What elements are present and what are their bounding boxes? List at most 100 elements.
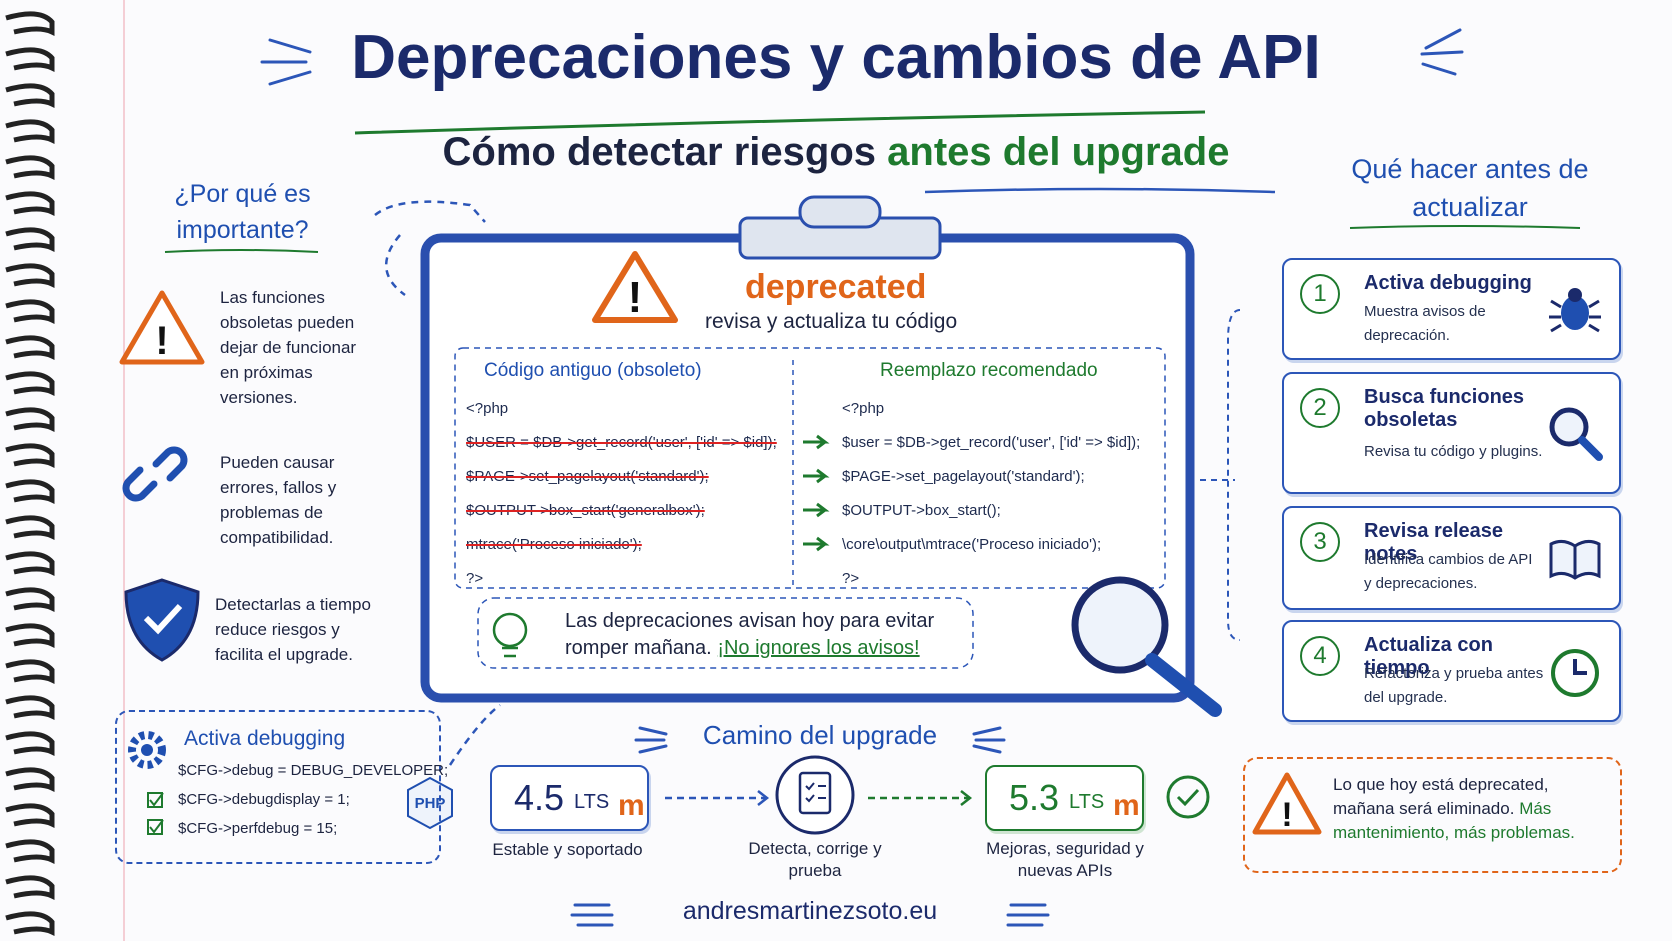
step-title: Actualiza con tiempo bbox=[1364, 634, 1493, 679]
old-code-line: $USER = $DB->get_record('user', ['id' =>… bbox=[466, 434, 777, 451]
decoration bbox=[141, 744, 153, 756]
step-text: Identifica cambios de API y deprecacione… bbox=[1364, 551, 1533, 592]
decoration bbox=[407, 776, 453, 830]
steps-heading: Qué hacer antes de actualizar bbox=[1351, 154, 1589, 222]
decoration: ! bbox=[628, 273, 643, 322]
decoration bbox=[502, 646, 518, 658]
old-code-line: <?php bbox=[466, 400, 509, 417]
decoration bbox=[374, 200, 486, 297]
spiral-ring bbox=[5, 767, 55, 793]
step-title: Activa debugging bbox=[1364, 272, 1532, 294]
decoration bbox=[143, 603, 183, 635]
footer: andresmartinezsoto.eu bbox=[682, 897, 938, 925]
spiral-ring bbox=[5, 83, 55, 109]
old-code-line: $PAGE->set_pagelayout('standard'); bbox=[466, 468, 709, 485]
decoration bbox=[803, 434, 830, 450]
spiral-ring bbox=[5, 911, 55, 937]
decoration bbox=[477, 597, 974, 669]
decoration bbox=[960, 790, 973, 806]
tip: Las deprecaciones avisan hoy para evitar… bbox=[565, 608, 965, 662]
decoration bbox=[260, 38, 312, 86]
step-number: 4 bbox=[1300, 636, 1340, 676]
version-to-box: 5.3 LTS m bbox=[985, 765, 1144, 831]
new-code-line: $PAGE->set_pagelayout('standard'); bbox=[842, 468, 1085, 485]
step-card: 4 Actualiza con tiempo Refactoriza y prueb… bbox=[1282, 620, 1621, 722]
tip-emphasis: ¡No ignores los avisos! bbox=[717, 637, 920, 659]
spiral-ring bbox=[5, 443, 55, 469]
decoration bbox=[152, 446, 188, 482]
subtitle: Cómo detectar riesgos antes del upgrade bbox=[0, 130, 1672, 175]
spiral-ring bbox=[5, 119, 55, 145]
decoration bbox=[124, 578, 200, 662]
decoration bbox=[803, 434, 830, 552]
decoration bbox=[1573, 659, 1587, 675]
new-code-line: $OUTPUT->box_start(); bbox=[842, 502, 1001, 519]
decoration bbox=[570, 726, 1050, 927]
version-from-box: 4.5 LTS m bbox=[490, 765, 649, 831]
decoration bbox=[122, 446, 188, 502]
version-to-caption: Mejoras, seguridad y nuevas APIs bbox=[986, 839, 1144, 880]
decoration bbox=[1568, 288, 1582, 302]
decoration bbox=[1200, 309, 1241, 641]
decoration bbox=[757, 790, 770, 806]
decoration bbox=[1561, 296, 1589, 330]
decoration bbox=[805, 782, 826, 803]
title: Deprecaciones y cambios de API bbox=[351, 23, 1321, 92]
step-number: 1 bbox=[1300, 274, 1340, 314]
decoration: ! bbox=[155, 319, 168, 363]
decoration bbox=[1549, 407, 1589, 447]
decoration bbox=[798, 771, 832, 815]
step-icon bbox=[1549, 539, 1601, 580]
warning-box bbox=[1243, 757, 1622, 873]
spiral-ring bbox=[5, 659, 55, 685]
warning: Lo que hoy está deprecated, mañana será … bbox=[1333, 773, 1603, 845]
decoration bbox=[1420, 28, 1464, 76]
decoration bbox=[803, 536, 830, 552]
subtitle-highlight: antes del upgrade bbox=[887, 130, 1230, 174]
debug-line: $CFG->debugdisplay = 1; bbox=[178, 791, 350, 808]
step-title: Busca funciones obsoletas bbox=[1364, 386, 1525, 431]
decoration bbox=[260, 28, 1464, 86]
decoration bbox=[1252, 772, 1322, 835]
old-code-line: mtrace('Proceso iniciado'); bbox=[466, 536, 642, 553]
why-item: Detectarlas a tiempo reduce riesgos y fa… bbox=[215, 595, 371, 664]
decoration: ! bbox=[1281, 796, 1292, 834]
new-code-line: <?php bbox=[842, 400, 885, 417]
tip-text: Las deprecaciones avisan hoy para evitar… bbox=[565, 610, 935, 659]
spiral-ring bbox=[5, 515, 55, 541]
spiral-ring bbox=[5, 11, 55, 37]
spiral-ring bbox=[5, 335, 55, 361]
decoration bbox=[1549, 299, 1601, 333]
decoration bbox=[448, 704, 501, 766]
step-text: Muestra avisos de deprecación. bbox=[1364, 303, 1486, 344]
decoration bbox=[147, 792, 164, 808]
spiral-ring bbox=[5, 731, 55, 757]
decoration bbox=[972, 726, 1006, 754]
version-to: 5.3 bbox=[1009, 777, 1060, 818]
decoration bbox=[803, 502, 830, 518]
spiral-ring bbox=[5, 155, 55, 181]
decoration bbox=[634, 726, 668, 754]
why-item: Pueden causar errores, fallos y problema… bbox=[220, 453, 337, 547]
debug-heading: Activa debugging bbox=[184, 727, 346, 750]
decoration bbox=[570, 903, 614, 927]
decoration bbox=[128, 731, 166, 769]
moodle-logo: m bbox=[618, 789, 645, 822]
decoration bbox=[1071, 576, 1169, 674]
step-icon bbox=[1551, 649, 1599, 697]
version-from: 4.5 bbox=[514, 777, 565, 818]
step-card: 1 Activa debugging Muestra avisos de depre… bbox=[1282, 258, 1621, 360]
decoration bbox=[164, 249, 319, 253]
why-item: Las funciones obsoletas pueden dejar de … bbox=[220, 288, 357, 407]
decoration bbox=[354, 110, 1206, 135]
subtitle-lead: Cómo detectar riesgos bbox=[442, 130, 877, 174]
debug-box bbox=[115, 710, 441, 864]
step-text: Revisa tu código y plugins. bbox=[1364, 443, 1543, 460]
spiral-ring bbox=[5, 191, 55, 217]
spiral-ring bbox=[5, 551, 55, 577]
php-badge: PHP bbox=[414, 795, 446, 812]
step-number: 3 bbox=[1300, 522, 1340, 562]
step-number: 2 bbox=[1300, 388, 1340, 428]
step-title: Revisa release notes bbox=[1364, 520, 1504, 565]
spiral-ring bbox=[5, 371, 55, 397]
